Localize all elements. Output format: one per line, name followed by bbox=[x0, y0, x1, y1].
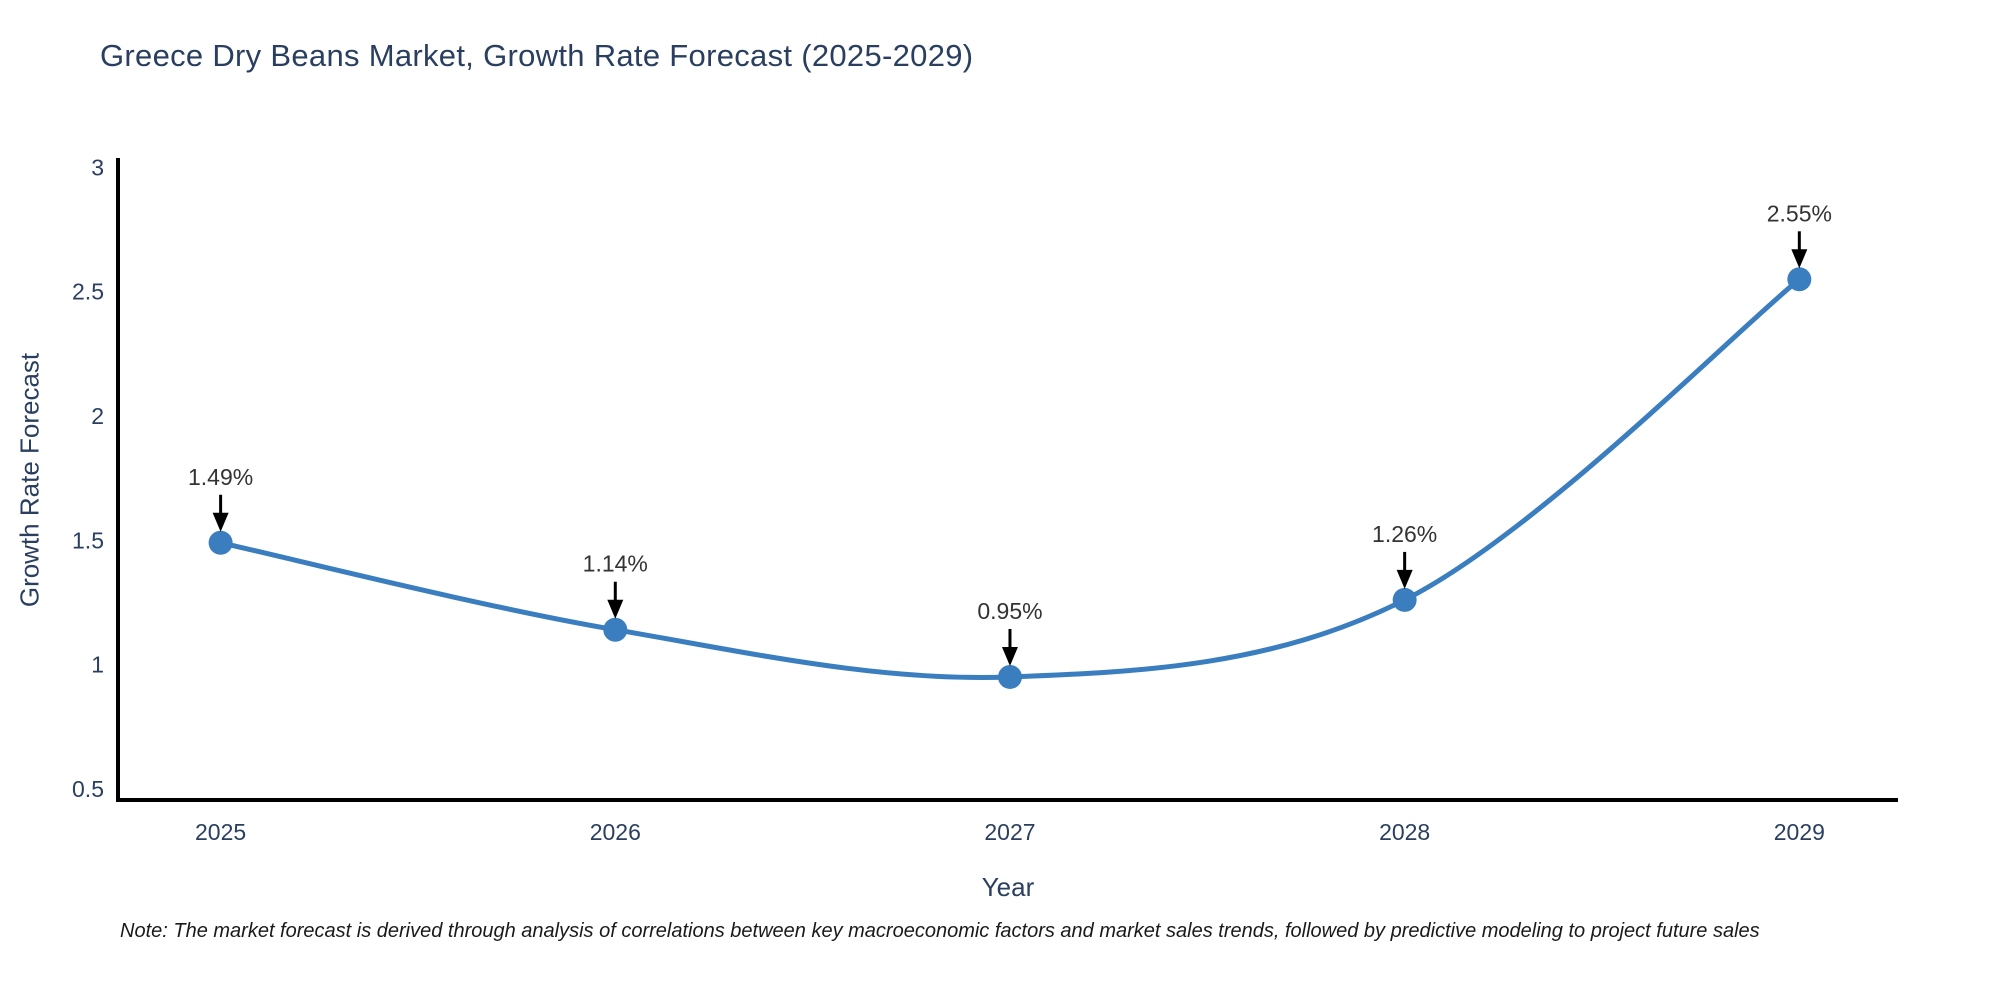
point-label: 1.49% bbox=[188, 464, 253, 490]
point-label: 2.55% bbox=[1767, 200, 1832, 226]
point-label: 0.95% bbox=[977, 598, 1042, 624]
annotation-arrowhead bbox=[1396, 569, 1413, 589]
chart-title: Greece Dry Beans Market, Growth Rate For… bbox=[100, 38, 974, 73]
point-label: 1.14% bbox=[583, 551, 648, 577]
y-tick-label: 1.5 bbox=[72, 527, 104, 553]
y-tick-label: 2.5 bbox=[72, 279, 104, 305]
data-point-2025[interactable] bbox=[208, 530, 233, 555]
y-tick-label: 3 bbox=[91, 154, 104, 180]
data-point-2028[interactable] bbox=[1392, 587, 1417, 612]
data-point-2029[interactable] bbox=[1787, 267, 1812, 292]
data-point-2027[interactable] bbox=[997, 664, 1022, 689]
y-tick-label: 2 bbox=[91, 403, 104, 429]
y-tick-label: 1 bbox=[91, 652, 104, 678]
y-tick-label: 0.5 bbox=[72, 776, 104, 802]
annotation-arrowhead bbox=[607, 599, 624, 619]
annotation-arrowhead bbox=[212, 512, 229, 532]
annotation-arrowhead bbox=[1001, 646, 1018, 666]
x-axis-title: Year bbox=[981, 872, 1035, 902]
footnote-text: Note: The market forecast is derived thr… bbox=[120, 920, 1760, 942]
x-tick-label: 2025 bbox=[195, 819, 246, 845]
annotation-arrowhead bbox=[1791, 249, 1808, 269]
x-tick-label: 2028 bbox=[1379, 819, 1430, 845]
x-tick-label: 2027 bbox=[984, 819, 1035, 845]
x-tick-label: 2026 bbox=[590, 819, 641, 845]
data-point-2026[interactable] bbox=[603, 617, 628, 642]
x-tick-label: 2029 bbox=[1774, 819, 1825, 845]
point-label: 1.26% bbox=[1372, 521, 1437, 547]
